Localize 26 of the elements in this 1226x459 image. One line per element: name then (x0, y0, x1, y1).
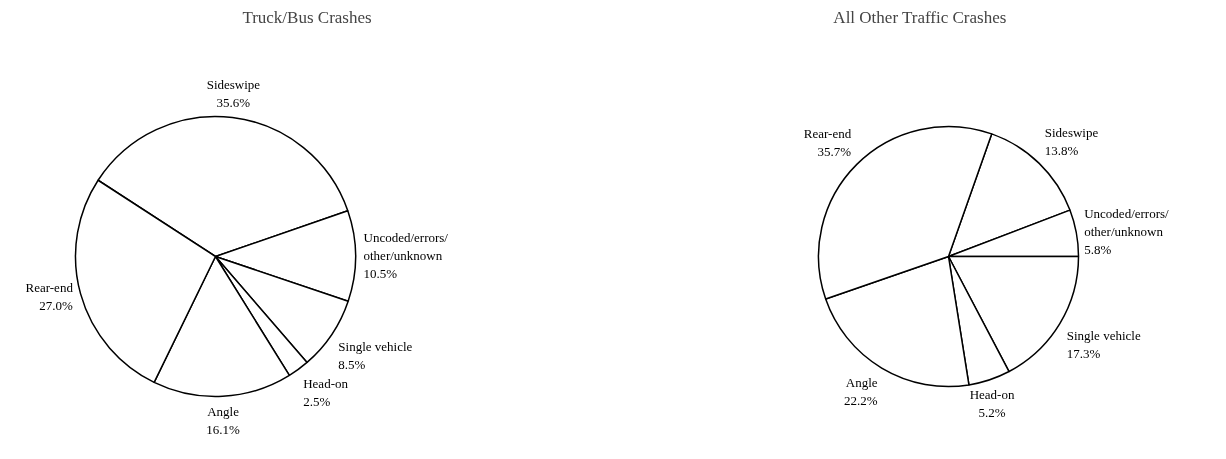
data-label: 5.8% (1084, 241, 1112, 257)
data-label: 22.2% (844, 392, 878, 408)
slice-label: Angle (207, 404, 240, 420)
data-label: 35.6% (216, 94, 251, 110)
slice-label: Uncoded/errors/other/unknown (363, 230, 449, 264)
chart-title: Truck/Bus Crashes (242, 7, 372, 27)
data-label: 2.5% (303, 393, 331, 409)
slice-label: Angle (845, 374, 878, 390)
data-label: 17.3% (1066, 345, 1101, 361)
data-label: 8.5% (338, 357, 366, 373)
slice-label: Sideswipe (1044, 124, 1099, 140)
slice-label: Rear-end (25, 279, 74, 295)
data-label: 35.7% (817, 143, 852, 159)
slice-label: Single vehicle (1066, 327, 1141, 343)
slice-label: Uncoded/errors/other/unknown (1084, 205, 1170, 239)
slice-label: Sideswipe (206, 76, 261, 92)
data-label: 16.1% (206, 422, 241, 438)
data-label: 13.8% (1044, 142, 1079, 158)
data-label: 10.5% (363, 266, 398, 282)
data-label: 5.2% (978, 405, 1006, 421)
data-label: 27.0% (39, 297, 74, 313)
chart-title: All Other Traffic Crashes (833, 7, 1007, 27)
slice-label: Rear-end (803, 125, 852, 141)
slice-label: Head-on (969, 387, 1015, 403)
slice-label: Head-on (303, 375, 349, 391)
slice-label: Single vehicle (338, 339, 413, 355)
